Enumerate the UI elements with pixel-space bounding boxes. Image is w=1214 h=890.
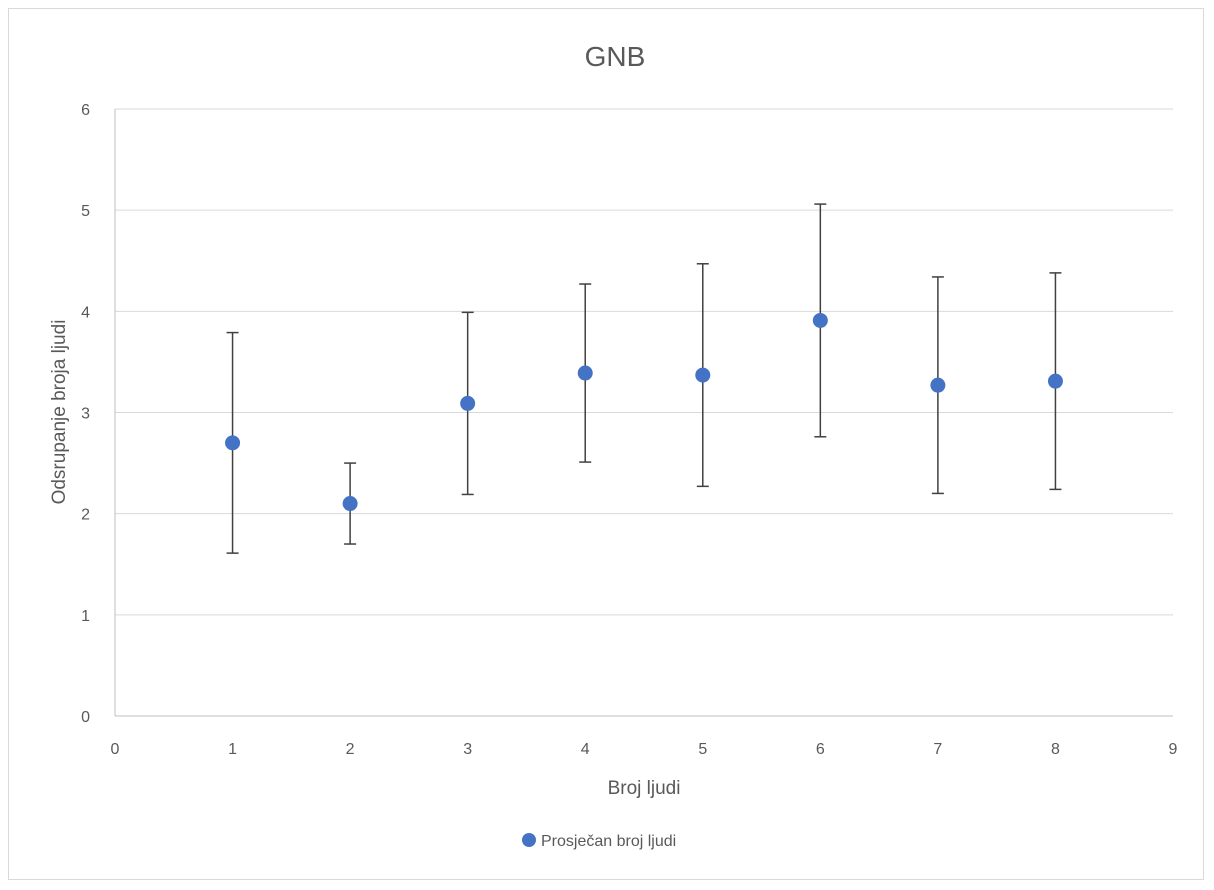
data-points bbox=[225, 312, 1063, 512]
y-tick-labels: 0 1 2 3 4 5 6 bbox=[81, 102, 90, 726]
x-tick-label: 1 bbox=[228, 741, 237, 758]
data-point bbox=[695, 367, 711, 383]
y-tick-label: 1 bbox=[81, 608, 90, 625]
y-tick-label: 4 bbox=[81, 304, 90, 321]
y-axis-title: Odsrupanje broja ljudi bbox=[49, 320, 70, 505]
y-tick-label: 3 bbox=[81, 406, 90, 423]
data-point bbox=[930, 377, 946, 393]
chart-title: GNB bbox=[585, 41, 646, 72]
axes bbox=[114, 109, 1173, 717]
gridlines bbox=[115, 108, 1173, 616]
data-point bbox=[460, 395, 476, 411]
x-tick-label: 4 bbox=[581, 741, 590, 758]
x-tick-label: 7 bbox=[933, 741, 942, 758]
x-tick-label: 0 bbox=[111, 741, 120, 758]
x-tick-label: 5 bbox=[698, 741, 707, 758]
x-tick-labels: 0 1 2 3 4 5 6 7 8 9 bbox=[111, 741, 1178, 758]
x-tick-label: 3 bbox=[463, 741, 472, 758]
chart-area bbox=[8, 8, 1204, 880]
x-tick-label: 6 bbox=[816, 741, 825, 758]
data-point bbox=[812, 312, 828, 328]
x-axis-title: Broj ljudi bbox=[608, 778, 681, 799]
legend-marker-icon bbox=[522, 833, 536, 847]
x-tick-label: 9 bbox=[1169, 741, 1178, 758]
data-point bbox=[577, 365, 593, 381]
y-tick-label: 5 bbox=[81, 203, 90, 220]
x-tick-label: 2 bbox=[346, 741, 355, 758]
y-tick-label: 6 bbox=[81, 102, 90, 119]
legend: Prosječan broj ljudi bbox=[522, 833, 676, 850]
y-tick-label: 2 bbox=[81, 507, 90, 524]
data-point bbox=[1047, 373, 1063, 389]
data-point bbox=[342, 496, 358, 512]
x-tick-label: 8 bbox=[1051, 741, 1060, 758]
data-point bbox=[225, 435, 241, 451]
legend-label: Prosječan broj ljudi bbox=[541, 833, 676, 850]
y-tick-label: 0 bbox=[81, 709, 90, 726]
